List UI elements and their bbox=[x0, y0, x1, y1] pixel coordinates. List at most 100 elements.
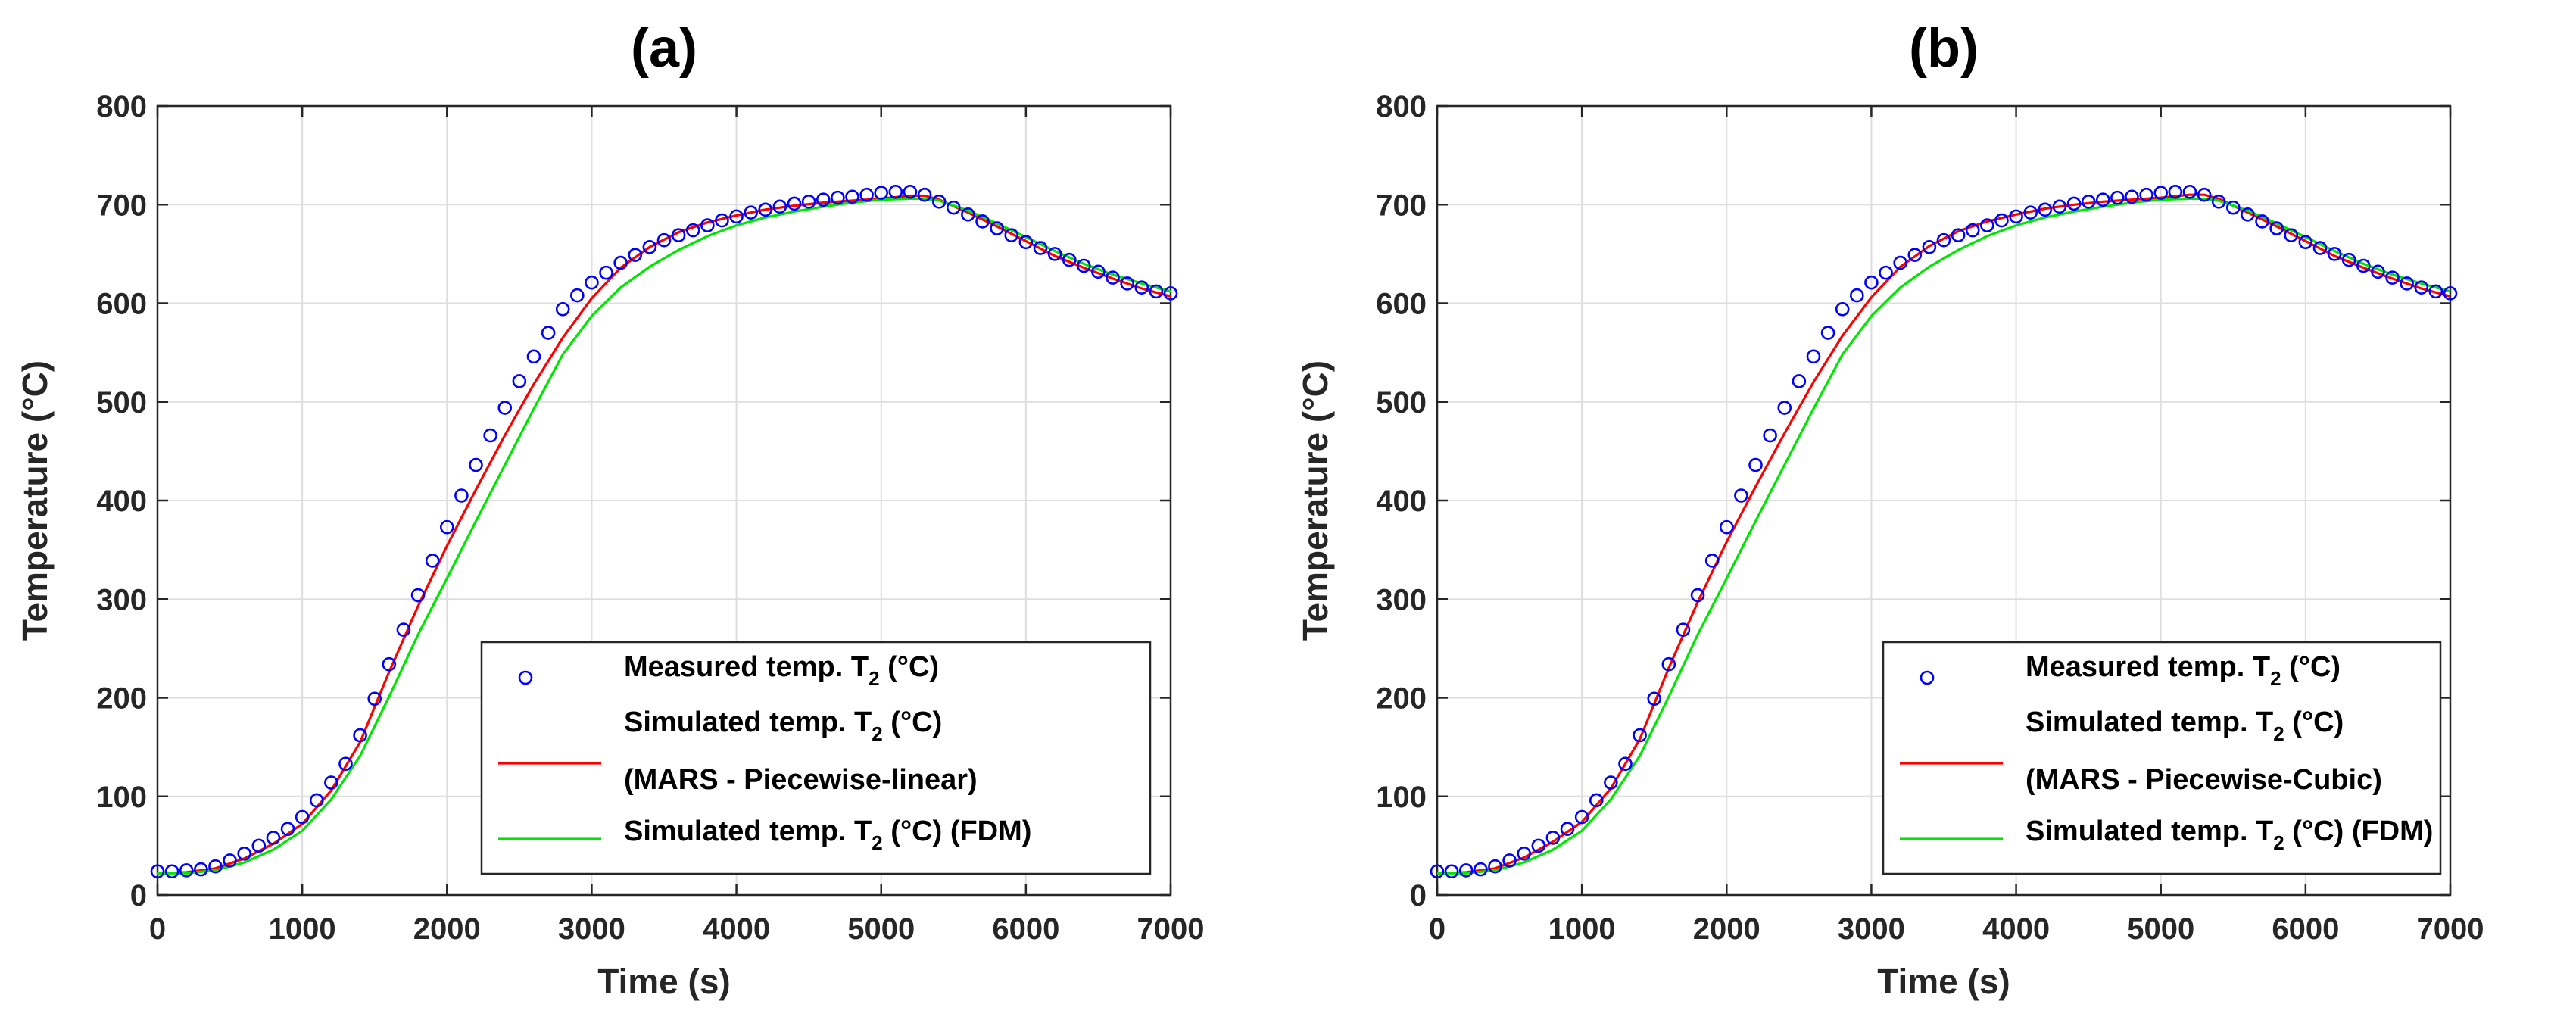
data-point bbox=[1163, 286, 1178, 301]
x-tick-label: 7000 bbox=[1137, 912, 1205, 946]
x-tick-label: 5000 bbox=[847, 912, 915, 946]
data-point bbox=[1091, 264, 1106, 279]
data-point bbox=[1106, 270, 1120, 285]
data-point bbox=[2241, 207, 2255, 222]
y-tick-label: 100 bbox=[1376, 781, 1427, 814]
data-point bbox=[2443, 286, 2458, 301]
legend-mars-sub: 2 bbox=[872, 722, 882, 745]
data-point bbox=[715, 213, 729, 228]
legend-mars-main: Simulated temp. T bbox=[624, 706, 872, 738]
data-point bbox=[874, 186, 889, 200]
data-point bbox=[164, 864, 179, 879]
y-tick-label: 600 bbox=[1376, 288, 1427, 321]
data-point bbox=[1661, 656, 1676, 672]
y-tick-label: 100 bbox=[96, 781, 147, 814]
data-point bbox=[1120, 276, 1134, 291]
data-point bbox=[2168, 185, 2183, 199]
data-point bbox=[1748, 457, 1763, 472]
data-point bbox=[888, 185, 903, 199]
data-point bbox=[1517, 846, 1531, 861]
legend-mars-tail: (°C) bbox=[2284, 706, 2344, 738]
y-tick-label: 500 bbox=[96, 386, 147, 419]
x-tick-label: 5000 bbox=[2127, 912, 2194, 946]
data-point bbox=[1502, 853, 1517, 868]
data-point bbox=[266, 831, 281, 845]
legend-label-fdm: Simulated temp. T2 (°C) (FDM) bbox=[624, 815, 1031, 854]
data-point bbox=[671, 228, 686, 242]
legend-mars-sub: 2 bbox=[2273, 722, 2284, 745]
x-tick-label: 1000 bbox=[1548, 912, 1616, 946]
data-point bbox=[1936, 232, 1951, 248]
legend-box bbox=[1882, 641, 2442, 875]
legend-label-fdm: Simulated temp. T2 (°C) (FDM) bbox=[2026, 815, 2433, 854]
data-point bbox=[425, 554, 440, 568]
x-tick-label: 6000 bbox=[2272, 912, 2339, 946]
data-point bbox=[483, 428, 497, 443]
data-point bbox=[642, 239, 657, 254]
legend-measured-tail: (°C) bbox=[2281, 651, 2341, 683]
data-point bbox=[2125, 189, 2139, 204]
data-point bbox=[1018, 235, 1034, 250]
x-tick-label: 0 bbox=[149, 912, 166, 946]
data-point bbox=[931, 195, 947, 209]
data-point bbox=[729, 209, 744, 224]
y-tick-label: 300 bbox=[96, 583, 147, 616]
y-tick-label: 800 bbox=[96, 90, 147, 123]
data-point bbox=[2341, 252, 2356, 267]
data-point bbox=[787, 196, 802, 211]
data-point bbox=[2414, 280, 2429, 295]
data-point bbox=[2428, 284, 2443, 299]
data-point bbox=[1604, 775, 1618, 790]
legend-label-mars: Simulated temp. T2 (°C) bbox=[624, 706, 942, 745]
data-point bbox=[2327, 247, 2342, 261]
legend-fdm-main: Simulated temp. T bbox=[2026, 815, 2273, 847]
data-point bbox=[2110, 190, 2125, 205]
data-point bbox=[1149, 284, 1164, 299]
legend-marker-measured bbox=[518, 670, 533, 685]
data-point bbox=[961, 207, 975, 222]
data-point bbox=[1734, 488, 1748, 503]
data-point bbox=[2255, 214, 2269, 229]
data-point bbox=[1792, 374, 1807, 388]
data-point bbox=[1574, 809, 1589, 825]
data-point bbox=[816, 192, 831, 207]
data-point bbox=[1704, 554, 1720, 568]
data-point bbox=[2038, 202, 2053, 217]
data-point bbox=[223, 853, 237, 868]
data-point bbox=[2153, 186, 2169, 200]
x-tick-label: 0 bbox=[1429, 912, 1445, 946]
data-point bbox=[831, 190, 845, 205]
data-point bbox=[744, 205, 758, 220]
data-point bbox=[975, 214, 990, 229]
data-point bbox=[1676, 622, 1691, 637]
data-point bbox=[2066, 196, 2082, 211]
series-line-1 bbox=[157, 194, 1171, 875]
series-line-2 bbox=[157, 197, 1171, 875]
data-point bbox=[396, 622, 411, 637]
data-point bbox=[1134, 280, 1149, 295]
data-point bbox=[859, 187, 874, 202]
legend-mars-tail: (°C) bbox=[883, 706, 943, 738]
data-point bbox=[1647, 691, 1662, 706]
data-point bbox=[280, 822, 295, 837]
data-point bbox=[1763, 428, 1777, 443]
data-point bbox=[526, 349, 541, 364]
y-tick-label: 400 bbox=[96, 485, 147, 518]
legend-box bbox=[480, 641, 1152, 875]
data-point bbox=[1719, 519, 1734, 535]
data-point bbox=[1690, 588, 1705, 603]
data-point bbox=[410, 588, 426, 603]
legend-marker-measured bbox=[1920, 670, 1935, 685]
data-point bbox=[1951, 228, 1966, 242]
legend-fdm-sub: 2 bbox=[2273, 831, 2284, 854]
chart-panel-a: 0 1000 2000 3000 4000 5000 6000 7000 0 100 200 300 4… bbox=[15, 18, 1205, 1001]
data-point bbox=[469, 457, 483, 472]
data-point bbox=[541, 326, 556, 340]
data-point bbox=[2385, 270, 2400, 285]
legend-measured-sub: 2 bbox=[2270, 667, 2281, 690]
data-point bbox=[2312, 241, 2328, 255]
data-point bbox=[1777, 401, 1792, 415]
data-point bbox=[555, 302, 570, 317]
data-point bbox=[990, 221, 1004, 235]
legend-measured-sub: 2 bbox=[869, 667, 879, 690]
